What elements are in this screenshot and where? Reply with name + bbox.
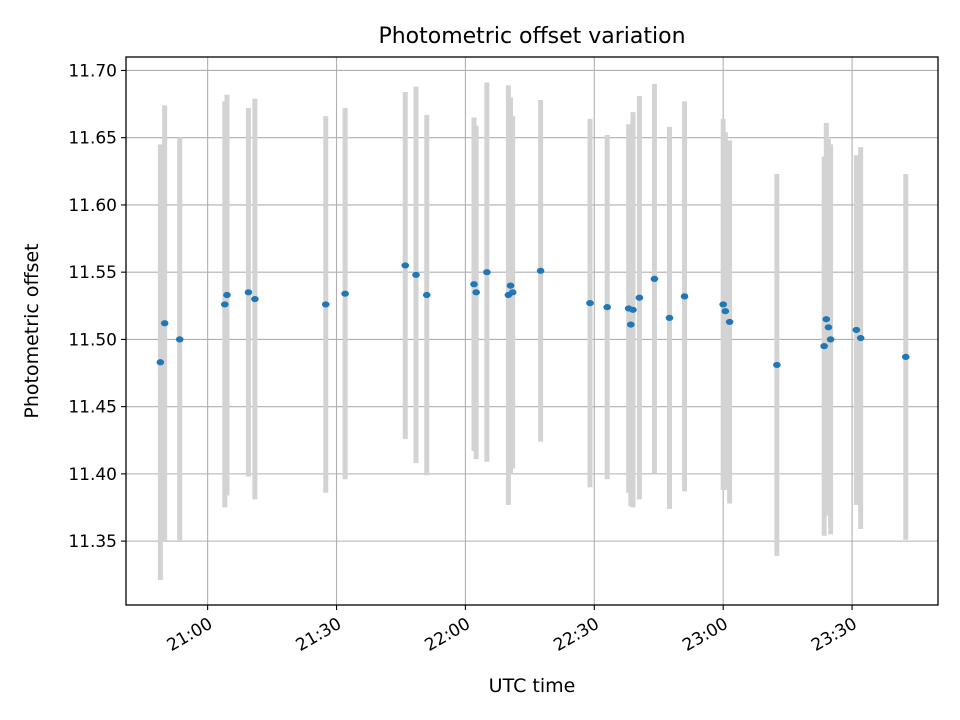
data-point bbox=[773, 361, 781, 369]
y-tick-label: 11.70 bbox=[68, 61, 117, 81]
data-point bbox=[901, 353, 910, 360]
data-point bbox=[629, 306, 637, 313]
y-tick-label: 11.65 bbox=[68, 129, 117, 149]
data-point bbox=[223, 291, 231, 299]
data-point bbox=[175, 336, 184, 343]
point-layer bbox=[156, 262, 910, 369]
data-point bbox=[472, 289, 480, 296]
data-point bbox=[822, 316, 831, 323]
y-tick-label: 11.60 bbox=[68, 196, 117, 216]
data-point bbox=[221, 301, 229, 308]
y-tick-label: 11.55 bbox=[68, 263, 117, 283]
data-point bbox=[719, 301, 727, 308]
data-point bbox=[321, 301, 330, 308]
data-point bbox=[635, 294, 644, 301]
chart-title: Photometric offset variation bbox=[378, 24, 685, 49]
data-point bbox=[650, 275, 659, 282]
data-point bbox=[680, 293, 689, 300]
data-point bbox=[156, 359, 165, 366]
y-tick-label: 11.35 bbox=[68, 532, 117, 552]
data-point bbox=[412, 271, 420, 278]
data-point bbox=[824, 324, 833, 331]
y-axis-label: Photometric offset bbox=[21, 243, 43, 418]
data-point bbox=[422, 291, 431, 299]
data-point bbox=[586, 299, 594, 307]
data-point bbox=[160, 320, 169, 327]
data-point bbox=[856, 334, 865, 342]
y-tick-label: 11.45 bbox=[68, 398, 117, 418]
plot-frame bbox=[125, 56, 939, 606]
data-point bbox=[470, 281, 478, 288]
data-point bbox=[603, 304, 611, 311]
data-point bbox=[506, 282, 515, 289]
data-point bbox=[508, 289, 517, 296]
data-point bbox=[483, 269, 491, 276]
y-tick-label: 11.50 bbox=[68, 330, 117, 350]
data-point bbox=[536, 267, 545, 274]
data-point bbox=[244, 289, 253, 296]
data-point bbox=[401, 262, 410, 269]
data-point bbox=[251, 295, 259, 303]
y-tick-label: 11.40 bbox=[68, 465, 117, 485]
data-point bbox=[721, 308, 730, 315]
data-point bbox=[665, 314, 674, 321]
x-axis-label: UTC time bbox=[489, 675, 576, 697]
data-point bbox=[820, 343, 828, 350]
data-point bbox=[826, 336, 835, 343]
data-point bbox=[852, 326, 861, 334]
data-point bbox=[627, 321, 635, 328]
data-point bbox=[725, 318, 734, 326]
data-point bbox=[341, 290, 349, 297]
